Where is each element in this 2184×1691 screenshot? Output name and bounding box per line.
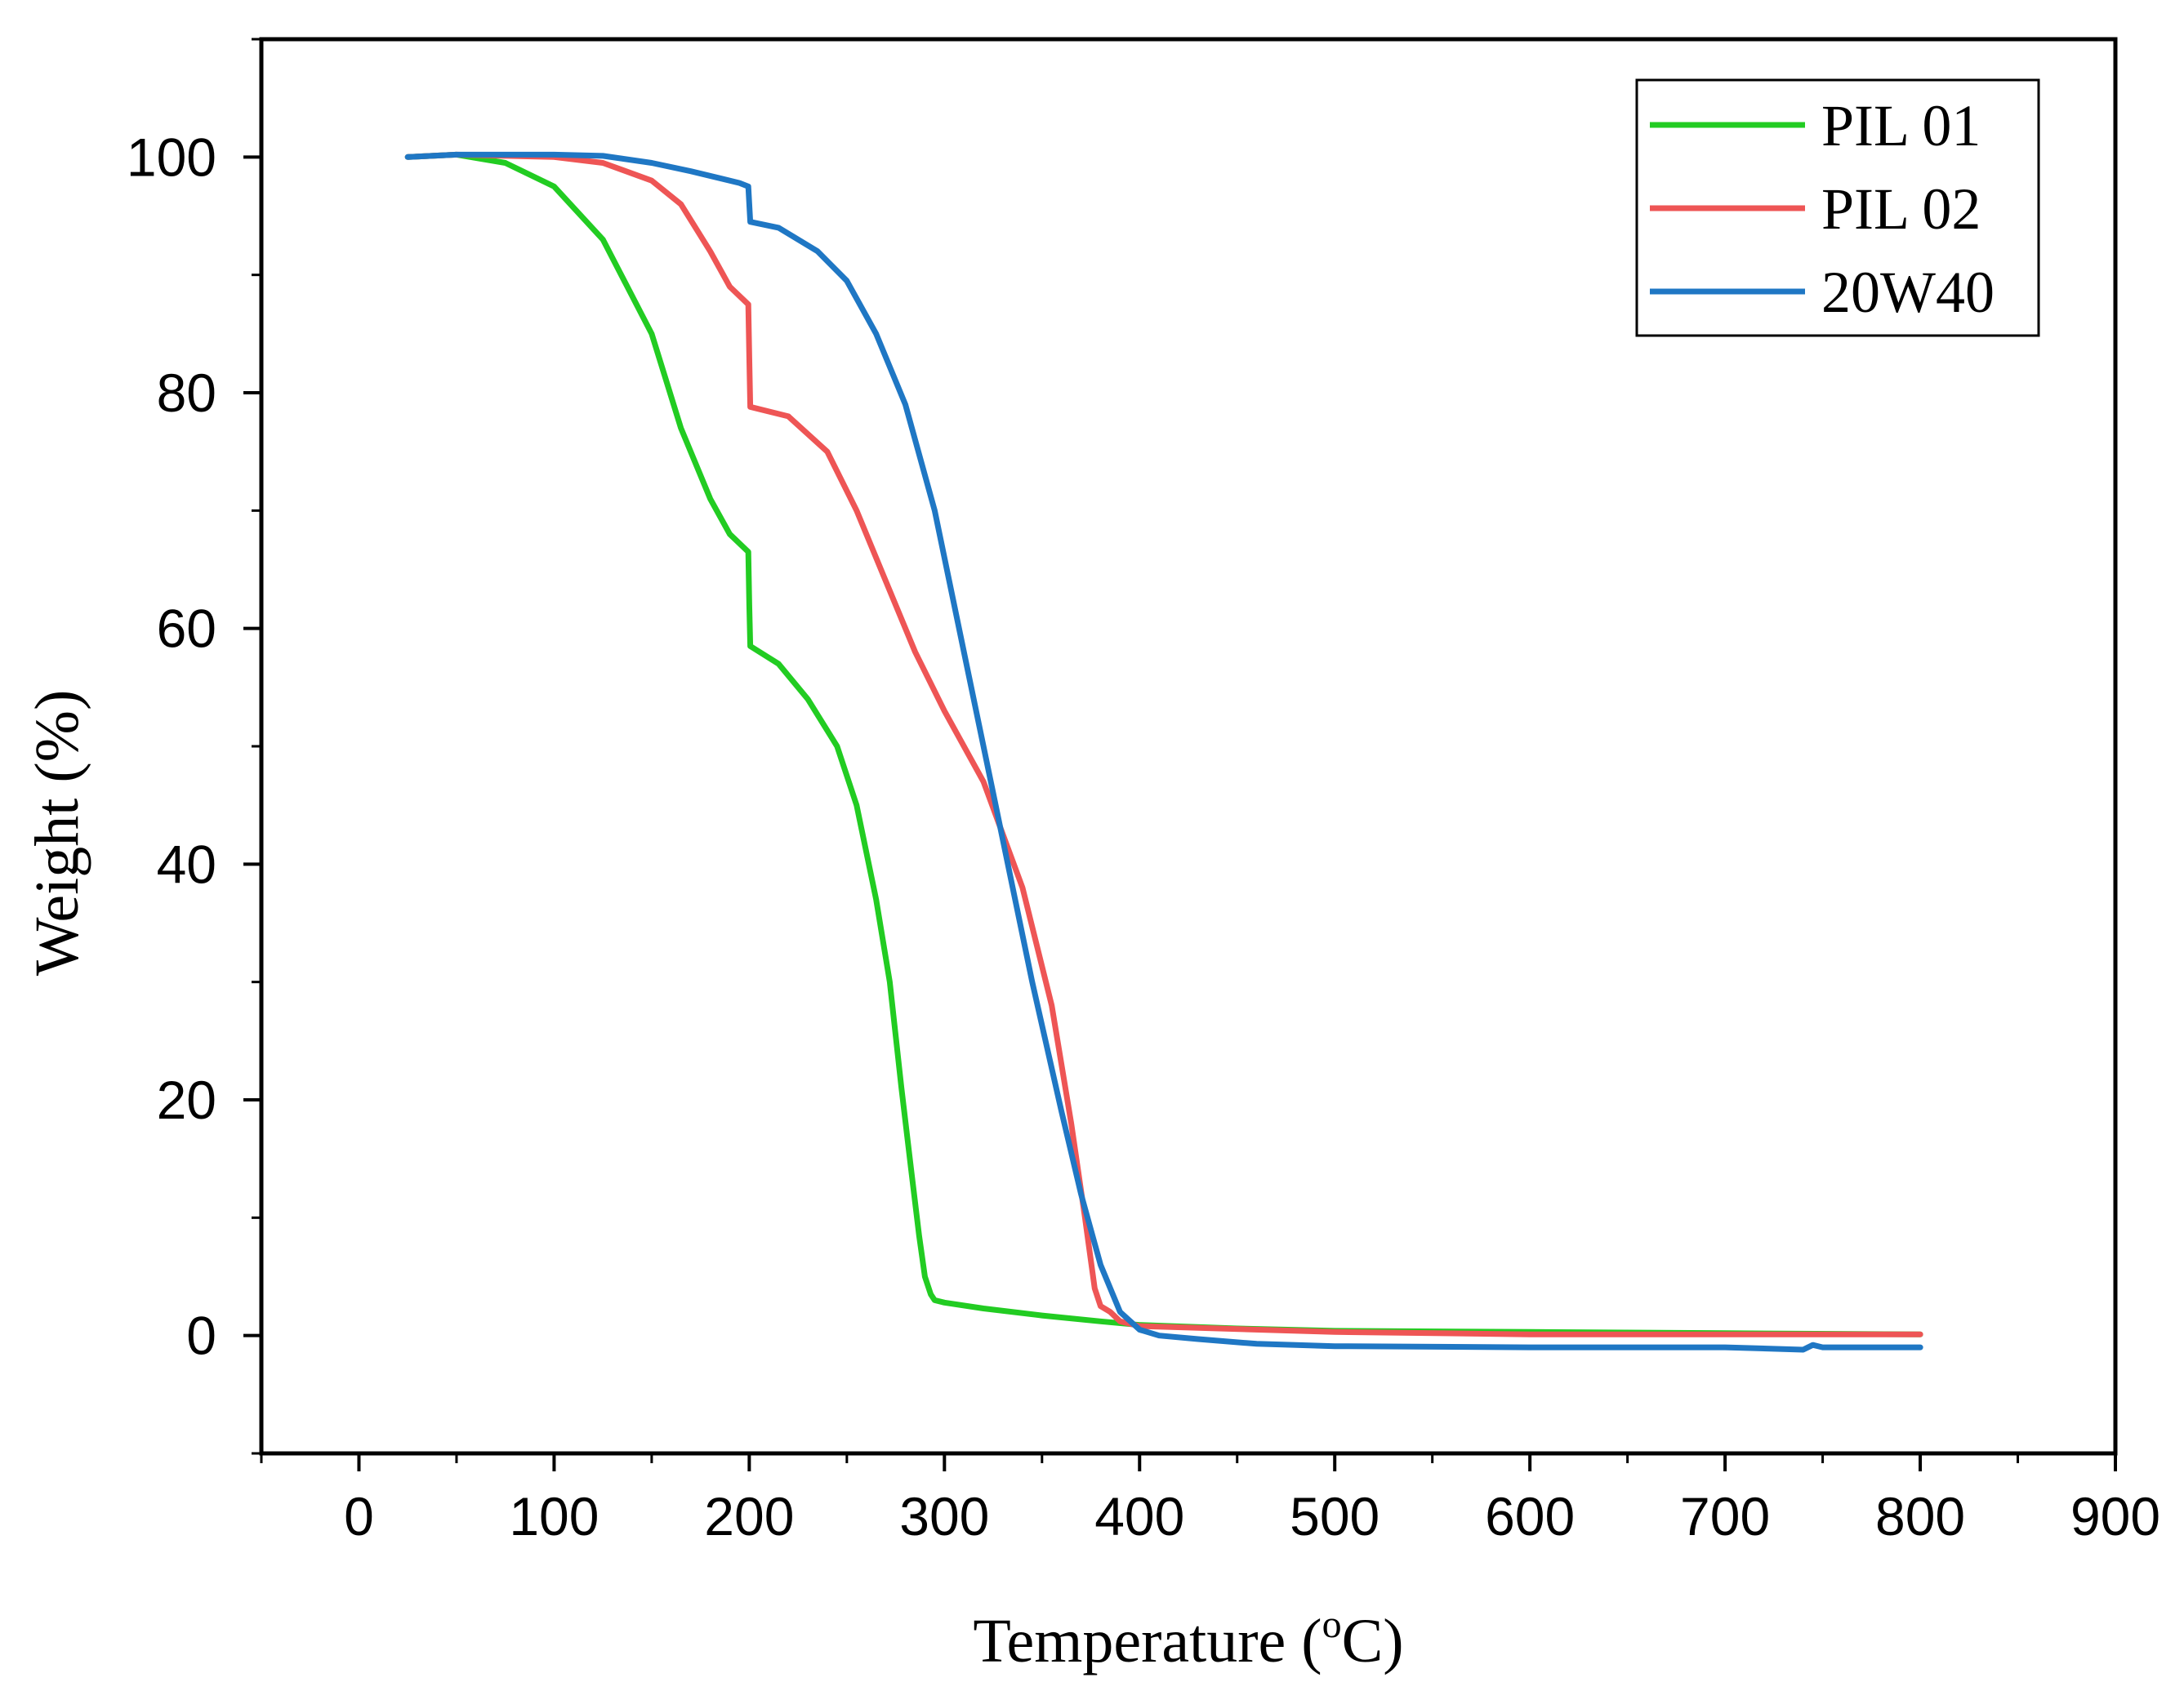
y-tick-label: 60 [157,599,216,659]
x-tick-label: 200 [704,1486,794,1546]
legend-label-20w40: 20W40 [1821,260,1995,325]
y-axis-title: Weight (%) [23,690,91,977]
x-tick-label: 0 [344,1486,374,1546]
legend: PIL 01 PIL 02 20W40 [1635,78,2040,337]
x-tick-label: 100 [509,1486,599,1546]
legend-label-pil-01: PIL 01 [1821,93,1981,158]
x-axis-ticks: 0 100 200 300 400 500 600 700 800 900 [260,1453,2160,1546]
x-tick-label: 700 [1680,1486,1770,1546]
legend-label-pil-02: PIL 02 [1821,176,1981,242]
x-tick-label: 500 [1290,1486,1379,1546]
x-axis-title-superscript: o [1322,1603,1342,1646]
x-tick-label: 900 [2070,1486,2160,1546]
series-line-20w40 [404,151,1923,1353]
x-axis-title: Temperature (oC) [973,1603,1403,1675]
x-tick-label: 800 [1875,1486,1965,1546]
y-tick-label: 100 [127,127,216,187]
x-axis-title-before: Temperature ( [973,1607,1322,1675]
y-tick-label: 40 [157,834,216,894]
x-tick-label: 300 [899,1486,989,1546]
y-tick-label: 80 [157,363,216,423]
y-axis-ticks: 0 20 40 60 80 100 [127,38,261,1455]
series-curves [404,151,1923,1353]
x-tick-label: 400 [1094,1486,1184,1546]
x-axis-title-after: C) [1342,1607,1404,1675]
y-tick-label: 0 [186,1306,216,1366]
x-tick-label: 600 [1485,1486,1575,1546]
y-tick-label: 20 [157,1070,216,1130]
legend-items: PIL 01 PIL 02 20W40 [1650,93,1995,325]
series-line-pil-02 [404,151,1923,1337]
